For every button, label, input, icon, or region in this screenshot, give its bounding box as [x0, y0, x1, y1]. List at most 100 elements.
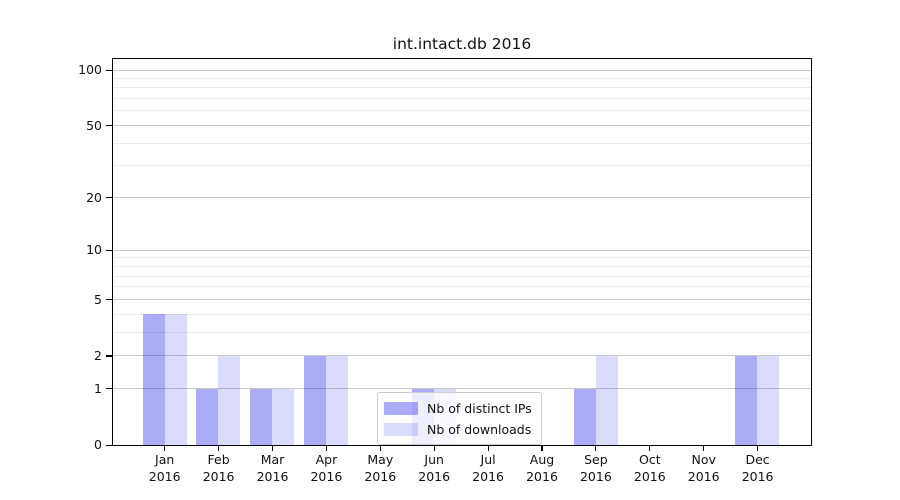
- gridline-minor: [113, 165, 811, 167]
- x-tick-year: 2016: [202, 468, 235, 484]
- legend-item-distinct-ips: Nb of distinct IPs: [384, 398, 532, 418]
- x-tick-mark: [433, 446, 435, 451]
- y-tick-label: 5: [94, 291, 102, 307]
- x-tick-mark: [325, 446, 327, 451]
- x-tick-mark: [757, 446, 759, 451]
- y-tick-mark: [106, 388, 112, 390]
- bar-distinct-ips: [250, 388, 273, 445]
- x-tick-month: Jul: [480, 452, 496, 467]
- x-tick-mark: [541, 446, 543, 451]
- bar-distinct-ips: [304, 355, 327, 445]
- gridline-minor: [113, 110, 811, 112]
- y-tick-mark: [106, 125, 112, 127]
- y-tick-mark: [106, 69, 112, 71]
- x-tick-year: 2016: [418, 468, 451, 484]
- x-tick-month: Aug: [529, 452, 555, 467]
- bar-downloads: [164, 314, 187, 445]
- y-tick-label: 20: [86, 189, 102, 205]
- x-tick-label: Dec 2016: [723, 452, 793, 485]
- y-tick-mark: [106, 299, 112, 301]
- bar-distinct-ips: [735, 355, 758, 445]
- x-tick-mark: [218, 446, 220, 451]
- x-tick-label: Mar 2016: [238, 452, 308, 485]
- gridline-minor: [113, 313, 811, 315]
- x-tick-year: 2016: [526, 468, 558, 484]
- x-tick-month: Nov: [691, 452, 716, 467]
- x-tick-year: 2016: [579, 468, 612, 484]
- x-tick-year: 2016: [364, 468, 397, 484]
- x-tick-year: 2016: [148, 468, 181, 484]
- y-tick-mark: [106, 249, 112, 251]
- gridline-major: [113, 249, 811, 251]
- x-tick-year: 2016: [472, 468, 504, 484]
- chart-title: int.intact.db 2016: [392, 35, 532, 53]
- y-tick-label: 10: [86, 242, 102, 258]
- bar-distinct-ips: [573, 388, 596, 445]
- gridline-major: [113, 355, 811, 357]
- gridline-minor: [113, 286, 811, 288]
- gridline-minor: [113, 142, 811, 144]
- gridline-minor: [113, 331, 811, 333]
- legend-item-downloads: Nb of downloads: [384, 419, 532, 439]
- gridline-minor: [113, 98, 811, 100]
- x-tick-year: 2016: [741, 468, 774, 484]
- y-tick-label: 2: [94, 347, 102, 363]
- x-tick-mark: [487, 446, 489, 451]
- x-tick-mark: [649, 446, 651, 451]
- legend-label-downloads: Nb of downloads: [427, 421, 532, 437]
- legend-swatch-downloads-icon: [384, 422, 418, 436]
- x-tick-label: Sep 2016: [561, 452, 631, 485]
- x-tick-year: 2016: [633, 468, 666, 484]
- gridline-minor: [113, 77, 811, 79]
- y-tick-label: 100: [78, 62, 102, 78]
- y-tick-mark: [106, 355, 112, 357]
- plot-area: Nb of distinct IPs Nb of downloads: [112, 58, 812, 446]
- bar-distinct-ips: [142, 314, 165, 445]
- bar-downloads: [595, 355, 618, 445]
- x-tick-mark: [271, 446, 274, 451]
- y-tick-mark: [106, 197, 112, 199]
- x-tick-month: Jun: [424, 452, 444, 467]
- x-tick-label: Jun 2016: [399, 452, 469, 485]
- bar-downloads: [272, 388, 295, 445]
- x-tick-label: Jan 2016: [130, 452, 200, 485]
- x-tick-label: Feb 2016: [184, 452, 254, 485]
- bar-downloads: [218, 355, 241, 445]
- x-tick-mark: [379, 446, 381, 451]
- x-tick-label: Jul 2016: [453, 452, 523, 485]
- x-tick-mark: [595, 446, 597, 451]
- gridline-minor: [113, 87, 811, 89]
- x-tick-month: Sep: [584, 452, 608, 467]
- x-tick-mark: [164, 446, 166, 451]
- gridline-minor: [113, 275, 811, 277]
- gridline-minor: [113, 257, 811, 259]
- x-tick-month: Mar: [260, 452, 285, 467]
- x-tick-year: 2016: [310, 468, 343, 484]
- legend: Nb of distinct IPs Nb of downloads: [377, 392, 542, 445]
- x-tick-month: Oct: [638, 452, 661, 467]
- x-tick-label: Apr 2016: [291, 452, 361, 485]
- y-tick-label: 1: [94, 380, 102, 396]
- y-tick-label: 0: [94, 437, 102, 453]
- x-tick-month: Jan: [155, 452, 175, 467]
- x-tick-month: Apr: [315, 452, 338, 467]
- x-tick-year: 2016: [256, 468, 289, 484]
- gridline-major: [113, 298, 811, 300]
- x-tick-label: Nov 2016: [669, 452, 739, 485]
- y-tick-mark: [106, 444, 112, 446]
- y-tick-label: 50: [86, 117, 102, 133]
- x-tick-month: Feb: [207, 452, 230, 467]
- x-tick-year: 2016: [687, 468, 720, 484]
- x-tick-month: May: [367, 452, 394, 467]
- gridline-major: [113, 388, 811, 390]
- bar-distinct-ips: [196, 388, 219, 445]
- gridline-major: [113, 197, 811, 199]
- x-tick-label: May 2016: [345, 452, 415, 485]
- gridline-major: [113, 125, 811, 127]
- legend-label-distinct-ips: Nb of distinct IPs: [427, 400, 532, 416]
- bar-downloads: [326, 355, 349, 445]
- x-tick-mark: [703, 446, 705, 451]
- gridline-minor: [113, 265, 811, 267]
- x-tick-label: Oct 2016: [615, 452, 685, 485]
